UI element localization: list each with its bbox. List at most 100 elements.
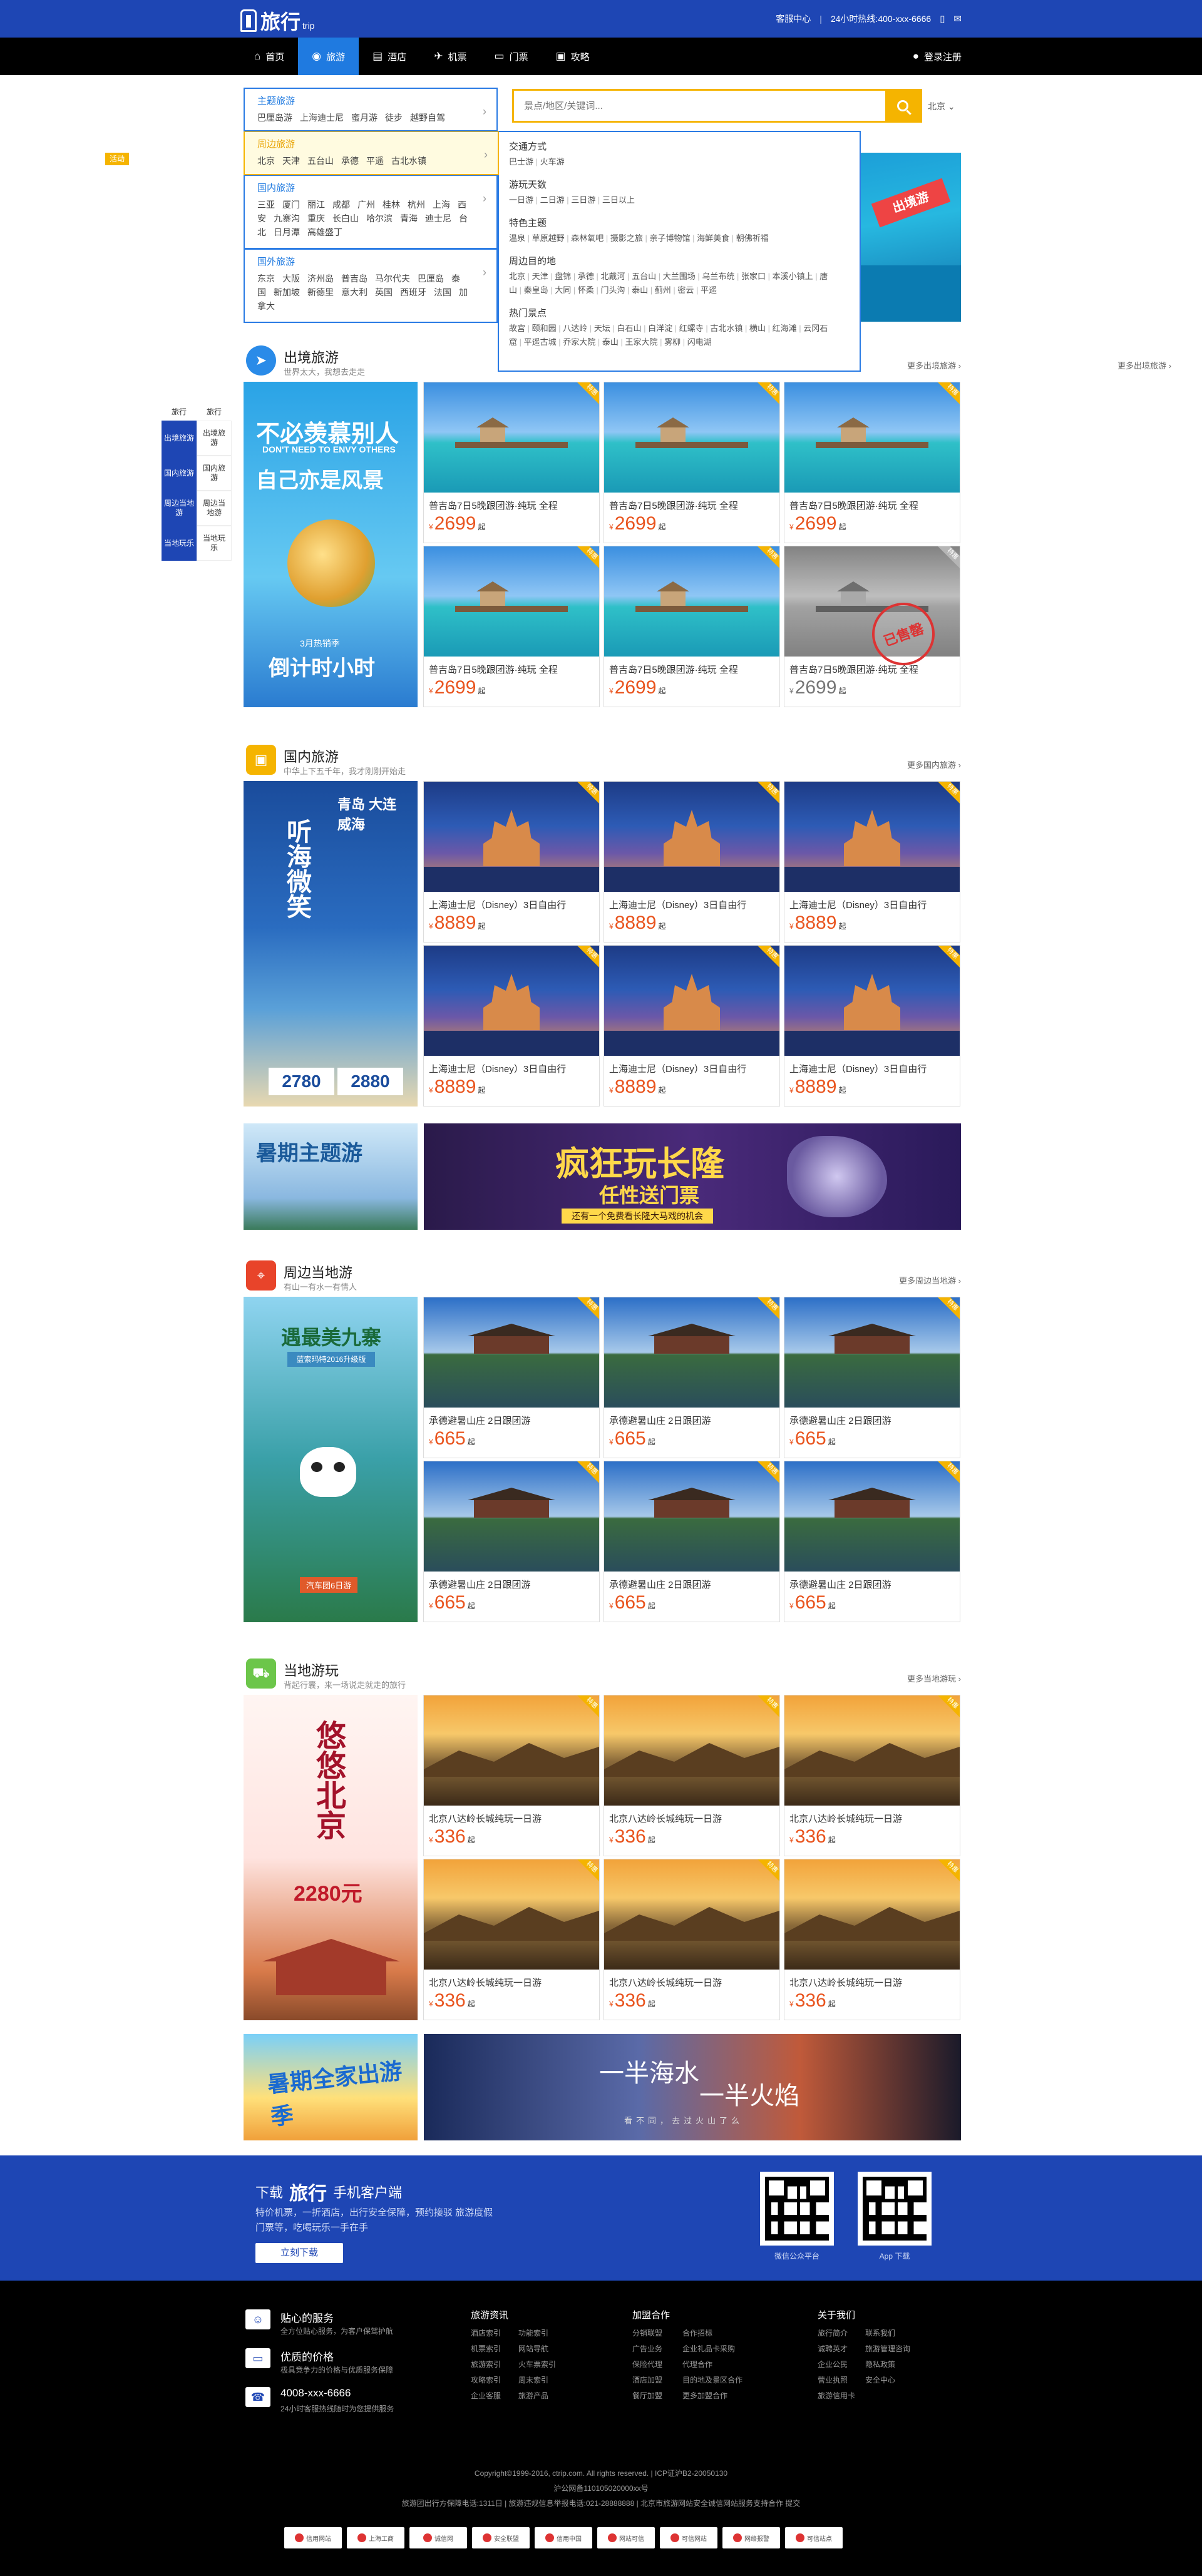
mega-link[interactable]: 门头沟	[601, 285, 632, 295]
category-abroad[interactable]: 国外旅游 东京 大阪 济州岛 普吉岛 马尔代夫 巴厘岛 泰国 新加坡 新德里 意大利 英国 西班牙 法国…	[244, 249, 498, 323]
section-more-link-far[interactable]: 更多出境旅游 ›	[1117, 361, 1171, 371]
section-more-link[interactable]: 更多出境旅游 ›	[907, 361, 961, 371]
promo-banner[interactable]: 遇最美九寨 蓝索玛特2016升级版 汽车团6日游	[244, 1297, 418, 1622]
trust-badge[interactable]: 安全联盟	[472, 2527, 530, 2548]
footer-link[interactable]: 隐私政策	[865, 2360, 896, 2369]
promo-banner[interactable]: 悠悠北京 2280元	[244, 1695, 418, 2020]
category-link[interactable]: 成都	[332, 200, 350, 210]
mega-link[interactable]: 亲子博物馆	[650, 233, 697, 243]
nav-ticket[interactable]: ▭ 门票	[481, 38, 542, 75]
category-link[interactable]: 普吉岛	[341, 273, 367, 284]
product-card[interactable]: 特惠 北京八达岭长城纯玩一日游 ¥336 起	[604, 1859, 780, 2020]
volcano-banner[interactable]: 一半海水 一半火焰 看不同，去过火山了么	[424, 2034, 961, 2140]
mega-link[interactable]: 平遥	[701, 285, 717, 295]
product-card[interactable]: 特惠 承德避暑山庄 2日跟团游 ¥665 起	[423, 1297, 600, 1458]
mega-link[interactable]: 承德	[578, 272, 601, 281]
category-link[interactable]: 高雄盛丁	[307, 227, 342, 237]
category-link[interactable]: 台北	[257, 213, 468, 237]
nav-tour[interactable]: ◉ 旅游	[298, 38, 359, 75]
trust-badge[interactable]: 诚信网	[409, 2527, 467, 2548]
mega-link[interactable]: 颐和园	[532, 324, 563, 333]
nav-guide[interactable]: ▣ 攻略	[542, 38, 604, 75]
side-nav-nearby[interactable]: 周边当地游	[162, 491, 197, 526]
summer-theme-banner[interactable]: 暑期主题游	[244, 1123, 418, 1230]
footer-link[interactable]: 保险代理	[632, 2360, 663, 2369]
footer-link[interactable]: 机票索引	[471, 2344, 501, 2353]
mega-link[interactable]: 古北水镇	[710, 324, 749, 333]
product-card-sold-out[interactable]: 特惠 已售罄 普吉岛7日5晚跟团游·纯玩 全程 ¥2699 起	[784, 546, 960, 707]
mega-link[interactable]: 乔家大院	[563, 337, 602, 347]
mega-link[interactable]: 大同	[555, 285, 578, 295]
footer-link[interactable]: 网站导航	[518, 2344, 549, 2353]
product-card[interactable]: 特惠 普吉岛7日5晚跟团游·纯玩 全程 ¥2699 起	[423, 382, 600, 543]
mega-link[interactable]: 白石山	[617, 324, 649, 333]
mega-link[interactable]: 朝佛祈福	[736, 233, 769, 243]
footer-link[interactable]: 企业客服	[471, 2391, 501, 2400]
nav-flight[interactable]: ✈ 机票	[420, 38, 480, 75]
side-nav-local[interactable]: 当地玩乐	[162, 526, 197, 561]
wechat-icon[interactable]: ✉	[953, 14, 962, 24]
product-card[interactable]: 特惠 承德避暑山庄 2日跟团游 ¥665 起	[784, 1297, 960, 1458]
mega-link[interactable]: 蓟州	[655, 285, 678, 295]
mega-link[interactable]: 大兰围场	[663, 272, 702, 281]
category-link[interactable]: 九寨沟	[274, 213, 300, 223]
product-card[interactable]: 特惠 承德避暑山庄 2日跟团游 ¥665 起	[784, 1461, 960, 1622]
mega-link[interactable]: 故宫	[509, 324, 532, 333]
footer-link[interactable]: 餐厅加盟	[632, 2391, 663, 2400]
category-link[interactable]: 广州	[357, 200, 375, 210]
footer-link[interactable]: 旅游信用卡	[818, 2391, 856, 2400]
category-link[interactable]: 意大利	[341, 287, 367, 297]
product-card[interactable]: 特惠 普吉岛7日5晚跟团游·纯玩 全程 ¥2699 起	[604, 382, 780, 543]
trust-badge[interactable]: 信用网站	[284, 2527, 342, 2548]
mega-link[interactable]: 盘锦	[555, 272, 578, 281]
category-link[interactable]: 上海迪士尼	[300, 113, 344, 123]
category-link[interactable]: 承德	[341, 156, 359, 166]
footer-link[interactable]: 目的地及景区合作	[682, 2376, 743, 2384]
trust-badge[interactable]: 可信网站	[660, 2527, 717, 2548]
trust-badge[interactable]: 网络报警	[722, 2527, 780, 2548]
mega-link[interactable]: 雾柳	[664, 337, 687, 347]
footer-link[interactable]: 酒店加盟	[632, 2376, 663, 2384]
footer-link[interactable]: 企业公民	[818, 2360, 848, 2369]
product-card[interactable]: 特惠 普吉岛7日5晚跟团游·纯玩 全程 ¥2699 起	[784, 382, 960, 543]
section-more-link[interactable]: 更多周边当地游 ›	[899, 1276, 961, 1285]
city-selector[interactable]: 北京 ⌄	[928, 100, 955, 113]
footer-link[interactable]: 代理合作	[682, 2360, 713, 2369]
footer-link[interactable]: 联系我们	[865, 2329, 896, 2338]
mega-link[interactable]: 泰山	[632, 285, 655, 295]
footer-link[interactable]: 火车票索引	[518, 2360, 557, 2369]
category-link[interactable]: 英国	[375, 287, 393, 297]
mega-link[interactable]: 怀柔	[578, 285, 601, 295]
mega-link[interactable]: 本溪小镇上	[773, 272, 820, 281]
product-card[interactable]: 特惠 上海迪士尼（Disney）3日自由行 ¥8889 起	[604, 945, 780, 1107]
mega-link[interactable]: 森林氧吧	[571, 233, 610, 243]
product-card[interactable]: 特惠 普吉岛7日5晚跟团游·纯玩 全程 ¥2699 起	[423, 546, 600, 707]
category-link[interactable]: 泰国	[257, 273, 460, 297]
category-link[interactable]: 上海	[433, 200, 450, 210]
footer-link[interactable]: 旅游索引	[471, 2360, 501, 2369]
mega-link[interactable]: 红海滩	[773, 324, 804, 333]
family-summer-banner[interactable]: 暑期全家出游季	[244, 2034, 418, 2140]
category-title[interactable]: 主题旅游	[257, 96, 295, 106]
mega-link[interactable]: 乌兰布统	[702, 272, 741, 281]
search-input[interactable]	[514, 91, 883, 121]
product-card[interactable]: 特惠 北京八达岭长城纯玩一日游 ¥336 起	[604, 1695, 780, 1856]
category-title[interactable]: 周边旅游	[257, 139, 295, 150]
footer-link[interactable]: 更多加盟合作	[682, 2391, 728, 2400]
footer-link[interactable]: 企业礼品卡采购	[682, 2344, 736, 2353]
product-card[interactable]: 特惠 上海迪士尼（Disney）3日自由行 ¥8889 起	[604, 781, 780, 943]
mega-link[interactable]: 泰山	[602, 337, 625, 347]
category-link[interactable]: 济州岛	[307, 273, 334, 284]
hero-banner[interactable]: 出境游	[861, 153, 961, 322]
category-link[interactable]: 西班牙	[400, 287, 426, 297]
footer-link[interactable]: 酒店索引	[471, 2329, 501, 2338]
product-card[interactable]: 特惠 北京八达岭长城纯玩一日游 ¥336 起	[784, 1859, 960, 2020]
trust-badge[interactable]: 信用中国	[535, 2527, 592, 2548]
category-link[interactable]: 法国	[434, 287, 451, 297]
search-button[interactable]	[885, 91, 920, 121]
category-link[interactable]: 厦门	[282, 200, 300, 210]
category-link[interactable]: 日月潭	[274, 227, 300, 237]
mega-link[interactable]: 张家口	[741, 272, 773, 281]
footer-link[interactable]: 安全中心	[865, 2376, 896, 2384]
category-link[interactable]: 加拿大	[257, 287, 468, 311]
